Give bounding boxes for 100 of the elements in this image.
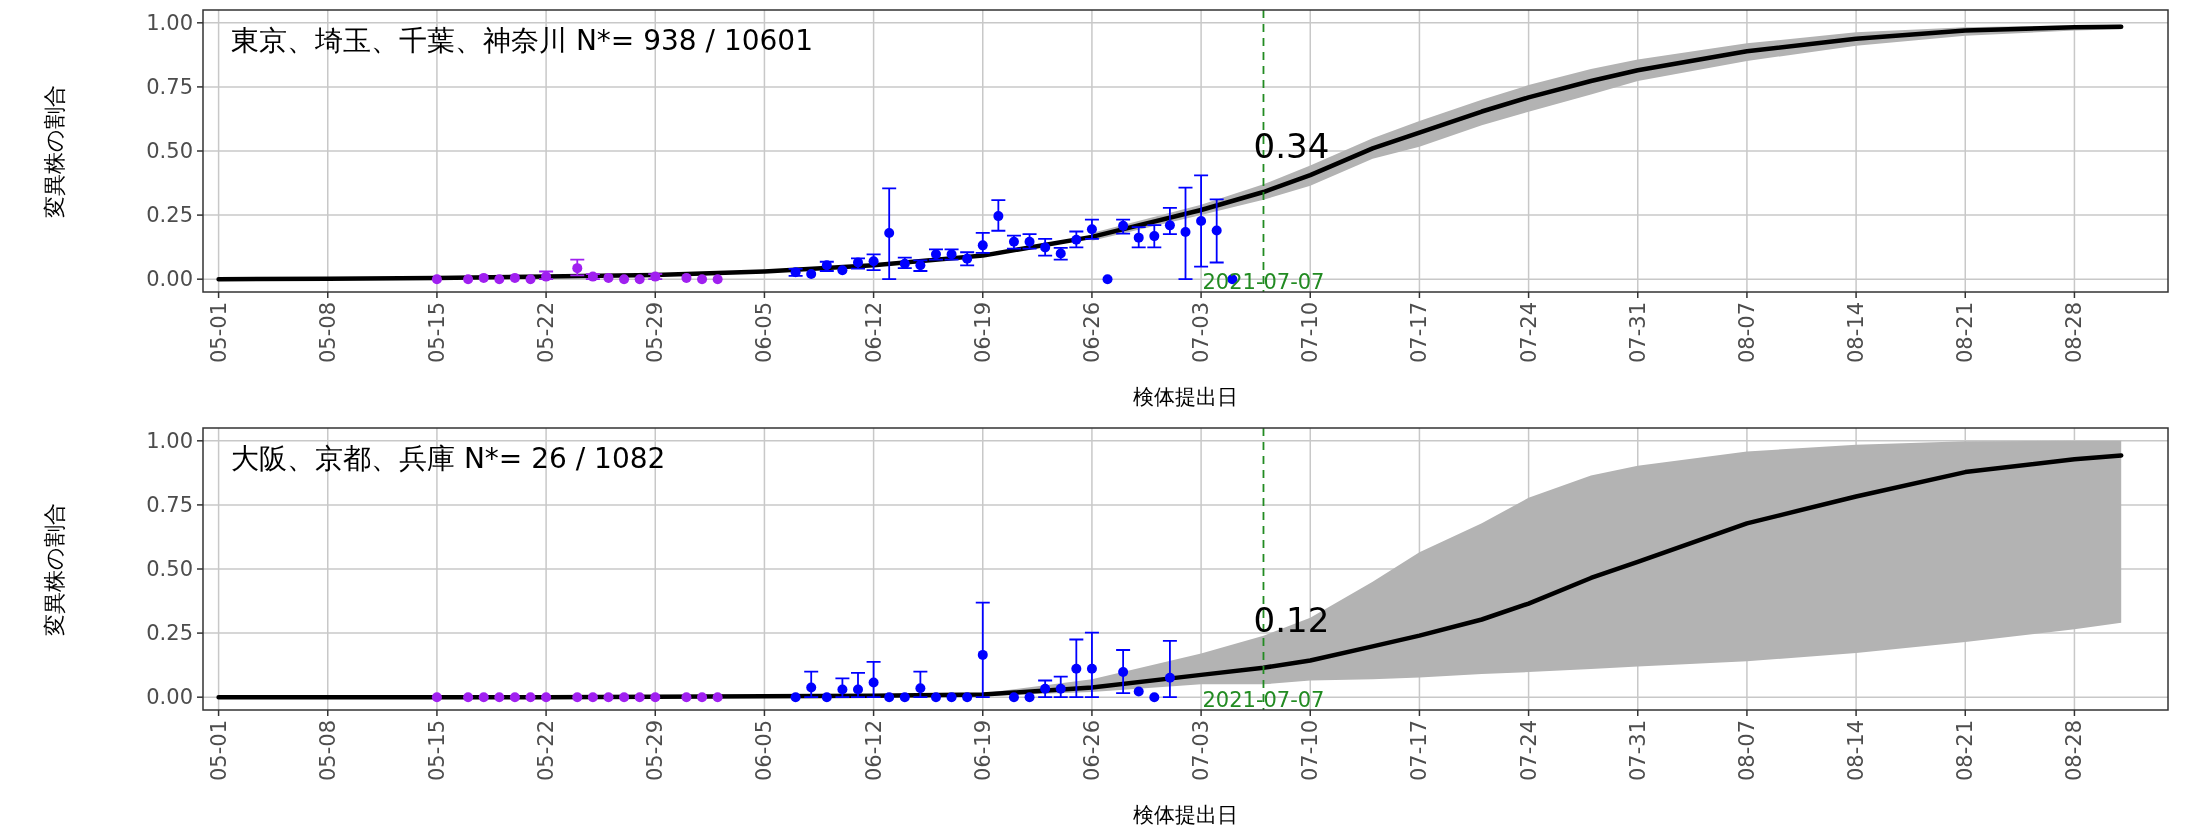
x-tick-label: 07-17 (1407, 302, 1432, 364)
point (1196, 215, 1207, 226)
y-tick-label: 0.50 (146, 139, 193, 163)
x-tick-label: 08-21 (1953, 720, 1978, 782)
x-tick-label: 07-03 (1189, 720, 1214, 782)
y-tick-label: 0.50 (146, 557, 193, 581)
x-tick-label: 05-22 (534, 302, 559, 364)
x-tick-label: 05-29 (643, 720, 668, 782)
annotation: 0.12 (1253, 600, 1330, 641)
point (681, 692, 692, 703)
x-tick-label: 05-15 (424, 302, 449, 364)
point (1118, 220, 1129, 231)
point (431, 692, 442, 703)
point (572, 263, 583, 274)
point (634, 692, 645, 703)
point (603, 692, 614, 703)
point (619, 692, 630, 703)
point (463, 274, 474, 285)
point (525, 274, 536, 285)
point (868, 677, 879, 688)
point (525, 692, 536, 703)
x-tick-label: 06-12 (861, 720, 886, 782)
point (509, 272, 520, 283)
point (1024, 692, 1035, 703)
point (697, 274, 708, 285)
y-tick-label: 0.00 (146, 267, 193, 292)
point (1118, 667, 1129, 678)
y-tick-label: 0.75 (146, 74, 193, 99)
point (977, 649, 988, 660)
x-tick-label: 08-07 (1734, 720, 1759, 782)
point (1180, 227, 1191, 238)
point (946, 692, 957, 703)
point (478, 272, 489, 283)
point (1086, 663, 1097, 674)
x-tick-label: 05-22 (534, 720, 559, 782)
point (603, 272, 614, 283)
point (697, 692, 708, 703)
y-tick-label: 0.75 (146, 492, 193, 517)
x-tick-label: 07-31 (1625, 720, 1650, 782)
point (463, 692, 474, 703)
point (650, 692, 661, 703)
point (1164, 220, 1175, 231)
point (494, 274, 505, 285)
point (868, 256, 879, 267)
y-tick-label: 0.25 (146, 621, 193, 646)
point (1133, 232, 1144, 243)
x-tick-label: 07-03 (1189, 302, 1214, 364)
point (837, 265, 848, 276)
point (509, 692, 520, 703)
point (587, 692, 598, 703)
y-tick-label: 1.00 (146, 428, 193, 453)
y-axis-title: 変異株の割合 (42, 502, 67, 636)
point (1164, 672, 1175, 683)
annotation: 大阪、京都、兵庫 N*= 26 / 1082 (231, 442, 666, 475)
point (541, 692, 552, 703)
ref-line-label: 2021-07-07 (1202, 688, 1325, 712)
point (431, 274, 442, 285)
x-tick-label: 08-28 (2062, 302, 2087, 364)
y-tick-label: 1.00 (146, 10, 193, 35)
y-tick-label: 0.00 (146, 685, 193, 710)
point (884, 692, 895, 703)
point (962, 692, 973, 703)
point (977, 240, 988, 251)
point (899, 692, 910, 703)
point (1008, 692, 1019, 703)
x-tick-label: 05-01 (206, 302, 231, 364)
x-tick-label: 06-26 (1079, 302, 1104, 364)
x-tick-label: 08-21 (1953, 302, 1978, 364)
point (712, 274, 723, 285)
x-tick-label: 05-29 (643, 302, 668, 364)
x-tick-label: 07-31 (1625, 302, 1650, 364)
point (1055, 683, 1066, 694)
x-axis-title: 検体提出日 (1133, 385, 1238, 409)
point (494, 692, 505, 703)
point (1211, 225, 1222, 236)
ref-line-label: 2021-07-07 (1202, 270, 1325, 294)
x-tick-label: 05-01 (206, 720, 231, 782)
x-tick-label: 07-10 (1298, 720, 1323, 782)
point (821, 692, 832, 703)
point (853, 684, 863, 695)
x-tick-label: 06-19 (970, 720, 995, 782)
point (1149, 692, 1160, 703)
point (634, 274, 645, 285)
annotation: 0.34 (1253, 126, 1330, 167)
x-tick-label: 05-08 (315, 720, 340, 782)
x-tick-label: 07-10 (1298, 302, 1323, 364)
x-tick-label: 06-19 (970, 302, 995, 364)
x-tick-label: 05-15 (424, 720, 449, 782)
x-tick-label: 06-12 (861, 302, 886, 364)
x-axis-title: 検体提出日 (1133, 803, 1238, 827)
x-tick-label: 07-17 (1407, 720, 1432, 782)
point (930, 692, 941, 703)
point (1133, 686, 1144, 697)
x-tick-label: 06-05 (752, 720, 777, 782)
point (619, 274, 630, 285)
y-axis-title: 変異株の割合 (42, 84, 67, 218)
x-tick-label: 07-24 (1516, 302, 1541, 364)
point (681, 272, 692, 283)
point (712, 692, 723, 703)
annotation: 東京、埼玉、千葉、神奈川 N*= 938 / 10601 (231, 24, 813, 57)
